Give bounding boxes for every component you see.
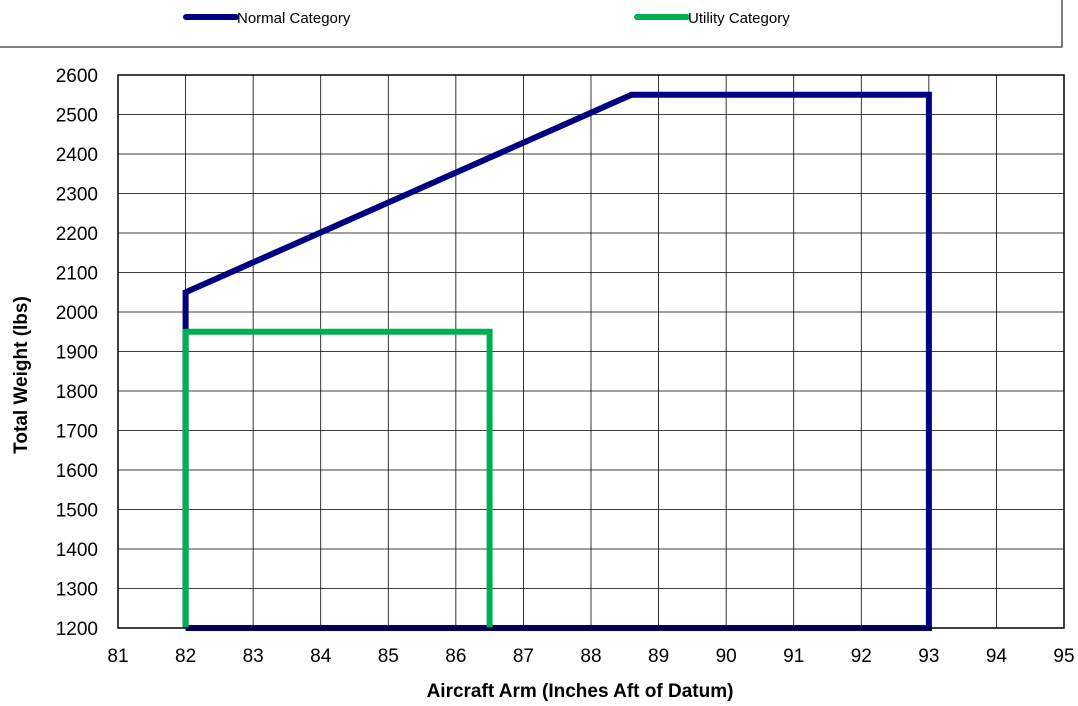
y-tick-label: 1800 [56, 382, 98, 403]
y-tick-label: 1900 [56, 343, 98, 364]
y-tick-label: 2200 [56, 224, 98, 245]
legend-label-utility: Utility Category [688, 10, 790, 27]
x-tick-label: 93 [918, 646, 939, 667]
legend-label-normal: Normal Category [237, 10, 351, 27]
y-tick-label: 1700 [56, 422, 98, 443]
y-axis-title: Total Weight (lbs) [11, 296, 32, 454]
y-tick-label: 2500 [56, 106, 98, 127]
y-tick-label: 1200 [56, 619, 98, 640]
x-tick-label: 88 [580, 646, 601, 667]
legend: Normal Category Utility Category [183, 10, 790, 27]
x-axis-ticks: 81 82 83 84 85 86 87 88 89 90 91 92 93 94 95 [107, 646, 1074, 667]
x-tick-label: 87 [513, 646, 534, 667]
y-tick-label: 1400 [56, 540, 98, 561]
y-tick-label: 2300 [56, 185, 98, 206]
x-tick-label: 94 [986, 646, 1008, 667]
x-axis-title: Aircraft Arm (Inches Aft of Datum) [427, 681, 734, 702]
y-tick-label: 2400 [56, 145, 98, 166]
x-tick-label: 83 [243, 646, 264, 667]
x-tick-label: 82 [175, 646, 196, 667]
x-tick-label: 89 [648, 646, 669, 667]
x-tick-label: 85 [378, 646, 399, 667]
x-tick-label: 81 [107, 646, 128, 667]
y-tick-label: 2100 [56, 264, 98, 285]
utility-category-line [182, 328, 493, 628]
legend-item-utility: Utility Category [634, 10, 790, 27]
y-tick-label: 2600 [56, 66, 98, 87]
y-tick-label: 1600 [56, 461, 98, 482]
x-tick-label: 86 [445, 646, 466, 667]
legend-item-normal: Normal Category [183, 10, 351, 27]
y-tick-label: 1300 [56, 580, 98, 601]
x-tick-label: 90 [716, 646, 737, 667]
legend-frame [0, 0, 1063, 48]
plot-frame [117, 74, 1065, 629]
y-tick-label: 1500 [56, 501, 98, 522]
y-axis-ticks: 1200 1300 1400 1500 1600 1700 1800 1900 2000 2100… [56, 66, 98, 640]
x-tick-label: 84 [310, 646, 332, 667]
x-tick-label: 92 [851, 646, 872, 667]
y-tick-label: 2000 [56, 303, 98, 324]
x-tick-label: 91 [783, 646, 804, 667]
x-tick-label: 95 [1053, 646, 1074, 667]
